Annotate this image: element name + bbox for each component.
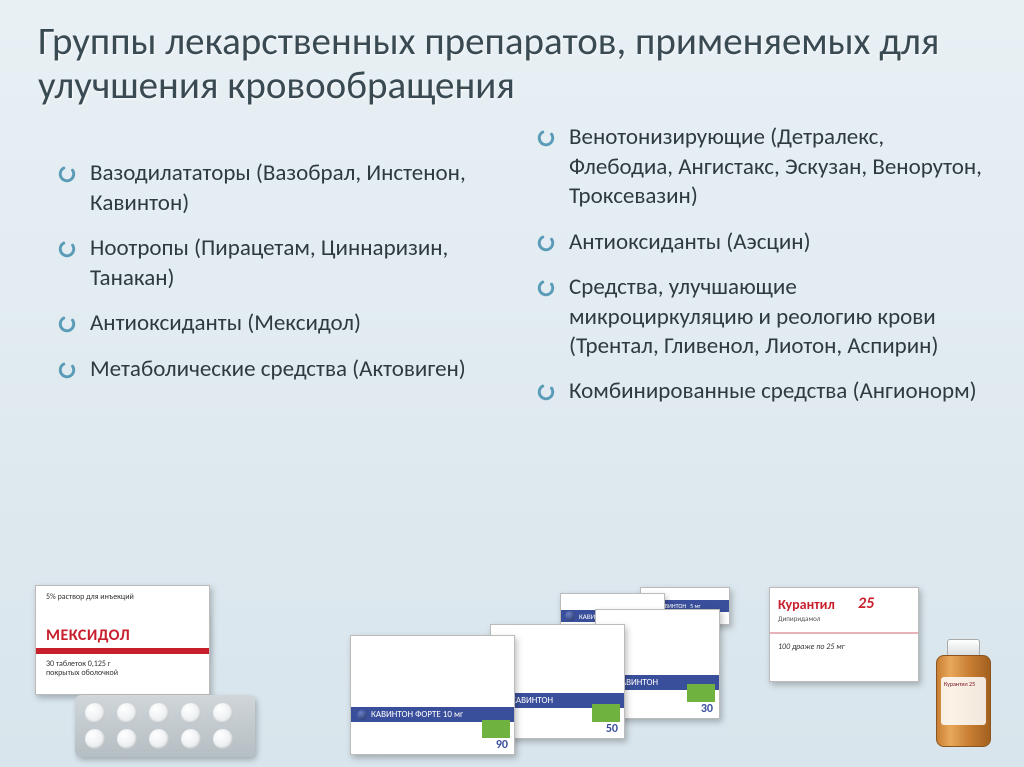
pill-icon <box>213 729 233 749</box>
pill-icon <box>117 703 137 723</box>
list-item: Антиоксиданты (Мексидол) <box>58 309 507 338</box>
mexidol-sub2: покрытых оболочкой <box>46 668 118 678</box>
pill-icon <box>117 729 137 749</box>
curantil-sub: Дипиридамол <box>778 614 820 623</box>
bullet-icon <box>537 129 555 147</box>
curantil-brand: Курантил <box>778 596 835 613</box>
list-item-text: Венотонизирующие (Детралекс, Флебодиа, А… <box>569 123 986 211</box>
bullet-icon <box>58 315 76 333</box>
list-item-text: Метаболические средства (Актовиген) <box>90 355 507 384</box>
pill-icon <box>149 703 169 723</box>
mexidol-brand: МЕКСИДОЛ <box>46 626 130 645</box>
curantil-line <box>770 632 918 634</box>
list-item: Метаболические средства (Актовиген) <box>58 355 507 384</box>
pill-icon <box>181 729 201 749</box>
right-column: Венотонизирующие (Детралекс, Флебодиа, А… <box>537 123 986 423</box>
mexidol-sub: 30 таблеток 0,125 г покрытых оболочкой <box>46 660 118 678</box>
list-item-text: Вазодилататоры (Вазобрал, Инстенон, Кави… <box>90 159 507 218</box>
dot-icon <box>565 611 575 621</box>
pill-icon <box>85 729 105 749</box>
list-item: Вазодилататоры (Вазобрал, Инстенон, Кави… <box>58 159 507 218</box>
list-item-text: Ноотропы (Пирацетам, Циннаризин, Танакан… <box>90 234 507 293</box>
cavinton-count: 50 <box>606 722 618 736</box>
cavinton-count: 90 <box>496 738 508 752</box>
corner-accent <box>687 684 715 702</box>
pill-icon <box>149 729 169 749</box>
content-columns: Вазодилататоры (Вазобрал, Инстенон, Кави… <box>38 123 986 423</box>
cavinton-brand: КАВИНТОН <box>511 695 553 706</box>
mexidol-tablet-box: 5% раствор для инъекций МЕКСИДОЛ 30 табл… <box>35 585 210 695</box>
left-list: Вазодилататоры (Вазобрал, Инстенон, Кави… <box>58 159 507 384</box>
left-column: Вазодилататоры (Вазобрал, Инстенон, Кави… <box>38 123 507 423</box>
mexidol-stripe <box>36 648 209 654</box>
corner-accent <box>592 704 620 722</box>
cavinton-box-1: КАВИНТОН ФОРТЕ 10 мг 90 <box>350 635 515 755</box>
pill-icon <box>85 703 105 723</box>
list-item-text: Антиоксиданты (Аэсцин) <box>569 228 986 257</box>
bullet-icon <box>58 240 76 258</box>
bullet-icon <box>537 383 555 401</box>
list-item: Антиоксиданты (Аэсцин) <box>537 228 986 257</box>
list-item-text: Комбинированные средства (Ангионорм) <box>569 377 986 406</box>
bottle-label: Курантил 25 <box>941 677 986 725</box>
product-images: 10 ампул по 100 мг/2 мл МЕКСИДОЛ 5% раст… <box>0 547 1024 767</box>
list-item: Венотонизирующие (Детралекс, Флебодиа, А… <box>537 123 986 211</box>
list-item-text: Антиоксиданты (Мексидол) <box>90 309 507 338</box>
slide-title: Группы лекарственных препаратов, применя… <box>38 20 986 107</box>
list-item: Комбинированные средства (Ангионорм) <box>537 377 986 406</box>
curantil-box: Курантил 25 Дипиридамол 100 драже по 25 … <box>769 587 919 682</box>
bullet-icon <box>537 234 555 252</box>
curantil-bottle: Курантил 25 <box>931 639 996 749</box>
bullet-icon <box>537 279 555 297</box>
cavinton-count: 30 <box>701 702 713 716</box>
pill-icon <box>213 703 233 723</box>
mexidol-blister <box>75 695 255 757</box>
list-item: Средства, улучшающие микроциркуляцию и р… <box>537 273 986 361</box>
cavinton-forte: КАВИНТОН ФОРТЕ 10 мг <box>371 709 463 720</box>
list-item: Ноотропы (Пирацетам, Циннаризин, Танакан… <box>58 234 507 293</box>
mexidol-inj: 5% раствор для инъекций <box>46 592 134 602</box>
pill-icon <box>181 703 201 723</box>
bullet-icon <box>58 165 76 183</box>
curantil-dose: 100 драже по 25 мг <box>778 642 845 652</box>
curantil-25: 25 <box>858 594 874 613</box>
corner-accent <box>482 720 510 738</box>
list-item-text: Средства, улучшающие микроциркуляцию и р… <box>569 273 986 361</box>
bullet-icon <box>58 361 76 379</box>
dot-icon <box>357 710 367 720</box>
right-list: Венотонизирующие (Детралекс, Флебодиа, А… <box>537 123 986 407</box>
